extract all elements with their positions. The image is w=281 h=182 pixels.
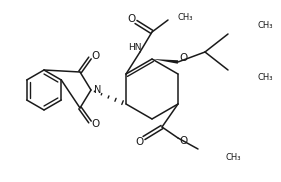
Text: CH₃: CH₃ (177, 13, 192, 23)
Text: N: N (94, 85, 101, 95)
Text: HN: HN (128, 43, 142, 52)
Text: O: O (135, 137, 143, 147)
Text: O: O (179, 136, 187, 146)
Text: CH₃: CH₃ (226, 153, 241, 161)
Text: CH₃: CH₃ (257, 21, 273, 31)
Text: O: O (179, 53, 187, 63)
Polygon shape (152, 59, 178, 64)
Text: O: O (91, 51, 99, 61)
Text: CH₃: CH₃ (257, 74, 273, 82)
Text: O: O (127, 14, 135, 24)
Text: O: O (91, 119, 99, 129)
